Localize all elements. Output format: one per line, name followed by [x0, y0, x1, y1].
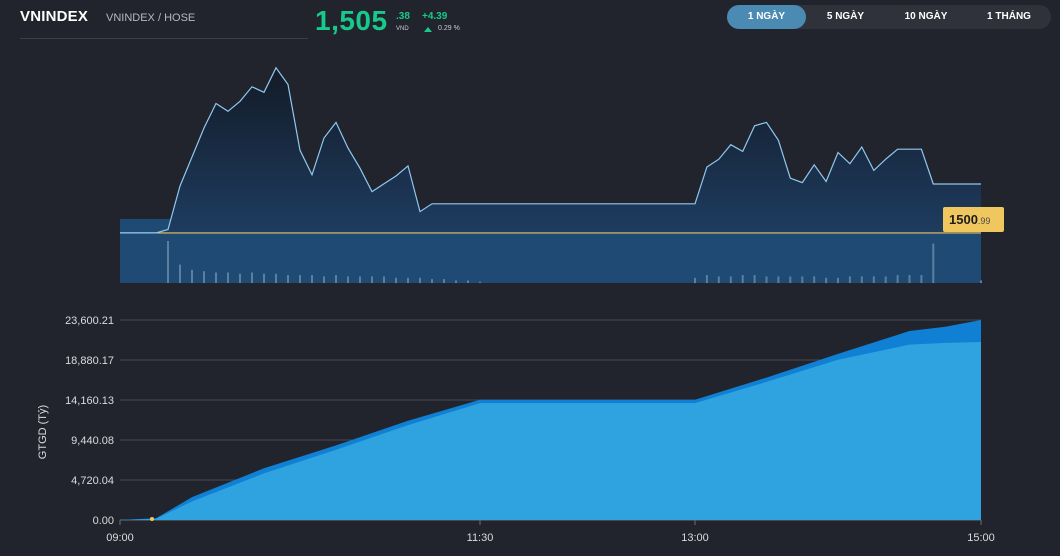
price-decimal: .38 — [396, 11, 410, 22]
y-tick-label: 18,880.17 — [65, 355, 114, 367]
session-start-marker — [150, 517, 154, 521]
range-tabs: 1 NGÀY 5 NGÀY 10 NGÀY 1 THÁNG — [727, 5, 1051, 29]
volume-bar — [765, 276, 768, 283]
volume-bar — [467, 280, 469, 283]
tab-1-thang[interactable]: 1 THÁNG — [987, 11, 1031, 22]
x-tick-label: 11:30 — [467, 532, 494, 544]
volume-bar — [741, 275, 744, 283]
volume-bar — [203, 271, 205, 283]
volume-bar — [920, 275, 923, 283]
volume-bar — [705, 275, 708, 283]
price-area — [120, 67, 981, 233]
volume-bar — [191, 269, 193, 283]
volume-bar — [299, 275, 301, 283]
price-change: +4.39 — [422, 11, 448, 22]
header: VNINDEX VNINDEX / HOSE 1,505 .38 VND +4.… — [0, 0, 1060, 40]
volume-bar — [789, 276, 792, 283]
volume-bar — [311, 275, 313, 283]
volume-bar — [215, 272, 217, 283]
volume-bar — [801, 276, 804, 283]
volume-bar — [694, 277, 696, 284]
volume-bar — [287, 275, 289, 283]
volume-bar — [227, 272, 229, 283]
badge-int: 1500 — [949, 212, 978, 227]
price-value: 1,505 — [315, 5, 388, 36]
volume-bar — [932, 243, 935, 283]
y-tick-label: 0.00 — [93, 515, 114, 527]
x-tick-label: 15:00 — [967, 532, 995, 544]
volume-bar — [275, 273, 277, 283]
volume-bar — [980, 280, 982, 283]
tab-1-ngay[interactable]: 1 NGÀY — [727, 5, 806, 29]
x-tick-label: 09:00 — [106, 532, 134, 544]
value-chart: 23,600.21 18,880.17 14,160.13 9,440.08 4,720… — [37, 315, 995, 544]
volume-bar — [239, 273, 241, 283]
price-unit: VND — [396, 26, 409, 32]
volume-bar — [371, 276, 373, 283]
tab-5-ngay[interactable]: 5 NGÀY — [826, 11, 865, 22]
volume-bar — [729, 276, 732, 283]
volume-bar — [359, 276, 361, 283]
x-tick-label: 13:00 — [681, 532, 709, 544]
volume-bar — [395, 277, 397, 284]
price-change-percent: 0.29 % — [438, 25, 460, 32]
tab-10-ngay[interactable]: 10 NGÀY — [904, 11, 948, 22]
volume-bar — [908, 275, 911, 283]
value-x-ticks: 09:00 11:30 13:00 15:00 — [106, 520, 995, 544]
symbol-title: VNINDEX — [20, 8, 89, 25]
volume-bar — [717, 276, 720, 283]
volume-bar — [251, 272, 253, 283]
volume-bar — [825, 277, 828, 284]
volume-bar — [884, 276, 887, 283]
y-tick-label: 14,160.13 — [65, 395, 114, 407]
volume-bars — [167, 241, 982, 284]
volume-bar — [753, 275, 756, 283]
volume-bar — [848, 276, 851, 283]
up-arrow-icon — [424, 27, 432, 32]
volume-bar — [860, 276, 863, 283]
badge-price-int: 1500.99 — [949, 212, 990, 227]
volume-bar — [407, 277, 409, 284]
volume-bar — [777, 276, 780, 283]
volume-bar — [837, 277, 839, 284]
volume-bar — [335, 275, 337, 283]
value-y-ticks: 23,600.21 18,880.17 14,160.13 9,440.08 4,720… — [65, 315, 114, 527]
price-line — [120, 66, 981, 234]
volume-bar — [179, 264, 181, 283]
y-tick-label: 23,600.21 — [65, 315, 114, 327]
cumulative-value-area-main — [120, 342, 981, 520]
y-axis-label: GTGD (Tỷ) — [37, 405, 49, 459]
y-tick-label: 4,720.04 — [71, 475, 114, 487]
title-block: VNINDEX VNINDEX / HOSE — [20, 8, 308, 39]
volume-bar — [419, 277, 421, 284]
exchange-label: VNINDEX / HOSE — [106, 12, 196, 24]
volume-bar — [455, 280, 457, 283]
reference-price-badge: 1500.99 — [943, 207, 1004, 232]
volume-bar — [813, 276, 816, 283]
volume-bar — [323, 276, 325, 283]
volume-bar — [347, 276, 349, 283]
volume-bar — [872, 276, 875, 283]
badge-background — [943, 207, 1004, 232]
volume-bar — [443, 279, 445, 283]
y-tick-label: 9,440.08 — [71, 435, 114, 447]
volume-bar — [167, 241, 169, 283]
volume-bar — [431, 279, 433, 283]
volume-bar — [383, 276, 385, 283]
badge-dec: .99 — [978, 216, 991, 226]
volume-bar — [896, 275, 899, 283]
price-chart: 1500.99 — [120, 66, 1004, 284]
volume-bar — [263, 273, 265, 283]
volume-bar — [479, 281, 481, 283]
